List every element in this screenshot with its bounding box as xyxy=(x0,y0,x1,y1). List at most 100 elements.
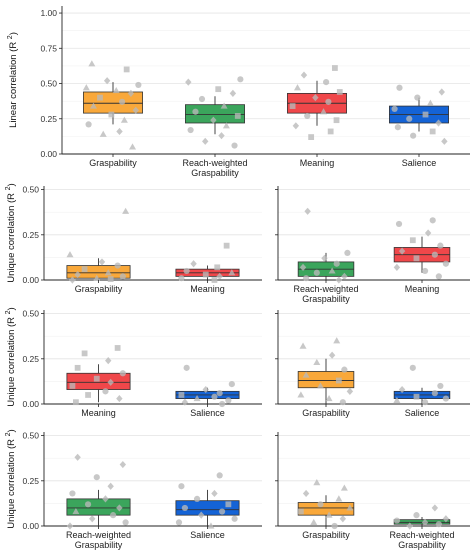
point-diamond xyxy=(300,71,308,79)
point-diamond xyxy=(107,482,114,490)
y-axis-title-close: ) xyxy=(6,307,17,310)
box-body xyxy=(297,502,355,516)
point-square xyxy=(335,377,342,384)
point-circle xyxy=(344,249,351,256)
point-diamond xyxy=(339,515,347,523)
y-tick-label: 0.00 xyxy=(22,399,39,409)
point-square xyxy=(178,392,185,398)
x-tick-label: Graspability xyxy=(302,530,350,540)
point-diamond xyxy=(202,385,209,394)
point-triangle xyxy=(72,507,80,515)
point-circle xyxy=(421,267,429,275)
point-diamond xyxy=(127,89,135,97)
box-salience: Salience xyxy=(389,84,449,168)
point-diamond xyxy=(435,119,442,127)
point-circle xyxy=(225,397,232,404)
point-diamond xyxy=(202,137,209,145)
y-tick-label: 0.50 xyxy=(40,79,57,89)
y-tick-label: 0.50 xyxy=(22,185,39,195)
point-square xyxy=(85,392,91,398)
point-square xyxy=(333,117,340,124)
x-tick-label: Graspability xyxy=(302,294,350,304)
point-square xyxy=(223,242,230,249)
point-diamond xyxy=(328,351,336,359)
point-circle xyxy=(135,81,142,89)
x-tick-label: Salience xyxy=(190,408,225,418)
point-triangle xyxy=(89,102,97,109)
point-circle xyxy=(435,521,442,528)
box-graspability: Graspability xyxy=(297,337,355,418)
y-axis-title-superscript: 2 xyxy=(7,35,14,39)
point-diamond xyxy=(216,272,223,280)
point-diamond xyxy=(406,522,413,530)
point-circle xyxy=(431,390,438,397)
box-body xyxy=(185,104,245,124)
point-diamond xyxy=(74,453,81,461)
y-axis-title-close: ) xyxy=(8,32,19,35)
point-circle xyxy=(313,269,320,276)
panel-2-1: 0.00 0.25 0.50 Graspability Meaning xyxy=(22,185,262,294)
point-diamond xyxy=(299,263,307,271)
point-triangle xyxy=(207,522,215,529)
point-circle xyxy=(198,95,206,103)
x-tick-label: Meaning xyxy=(190,284,225,294)
point-square xyxy=(409,237,416,244)
point-circle xyxy=(391,105,398,112)
point-circle xyxy=(333,260,340,267)
x-tick-label: Meaning xyxy=(300,158,335,168)
point-circle xyxy=(119,273,126,280)
point-circle xyxy=(178,483,185,490)
point-circle xyxy=(410,132,417,139)
point-circle xyxy=(216,472,223,479)
point-circle xyxy=(437,242,444,249)
box-meaning: Meaning xyxy=(393,217,451,294)
point-triangle xyxy=(293,84,301,91)
point-square xyxy=(327,128,334,135)
point-square xyxy=(413,255,420,262)
y-tick-label: 0.00 xyxy=(40,149,57,159)
point-circle xyxy=(192,108,199,115)
point-diamond xyxy=(132,106,139,114)
point-square xyxy=(214,264,221,271)
point-circle xyxy=(409,364,416,371)
y-axis-title-main: Unique correlation (R xyxy=(6,314,17,406)
x-tick-label: Graspability xyxy=(89,158,137,168)
point-diamond xyxy=(229,89,237,97)
point-triangle xyxy=(328,267,336,274)
point-circle xyxy=(413,512,420,519)
point-circle xyxy=(396,84,403,91)
point-circle xyxy=(414,94,421,101)
point-diamond xyxy=(116,504,123,512)
point-triangle xyxy=(325,511,333,518)
y-tick-label: 0.00 xyxy=(22,521,39,531)
point-circle xyxy=(93,474,100,481)
point-triangle xyxy=(112,86,120,94)
point-square xyxy=(69,383,76,389)
point-diamond xyxy=(398,385,406,394)
point-triangle xyxy=(426,99,434,106)
box-meaning: Meaning xyxy=(66,345,131,418)
point-circle xyxy=(114,262,121,269)
point-triangle xyxy=(393,396,401,403)
x-tick-label: Meaning xyxy=(81,408,116,418)
x-tick-label: Reach-weighted xyxy=(66,530,131,540)
x-tick-label: Reach-weighted xyxy=(389,530,454,540)
point-square xyxy=(308,134,315,140)
point-circle xyxy=(304,112,311,120)
point-circle xyxy=(219,400,226,408)
point-triangle xyxy=(335,495,343,502)
point-diamond xyxy=(116,394,123,403)
point-circle xyxy=(341,366,348,373)
point-square xyxy=(429,128,436,135)
box-meaning: Meaning xyxy=(287,65,347,168)
chart-row-2: Unique correlation (R 2) 0.00 0.25 0.50 Gras… xyxy=(5,183,470,304)
point-circle xyxy=(339,399,346,406)
y-tick-label: 0.25 xyxy=(22,476,39,486)
point-diamond xyxy=(341,272,348,280)
